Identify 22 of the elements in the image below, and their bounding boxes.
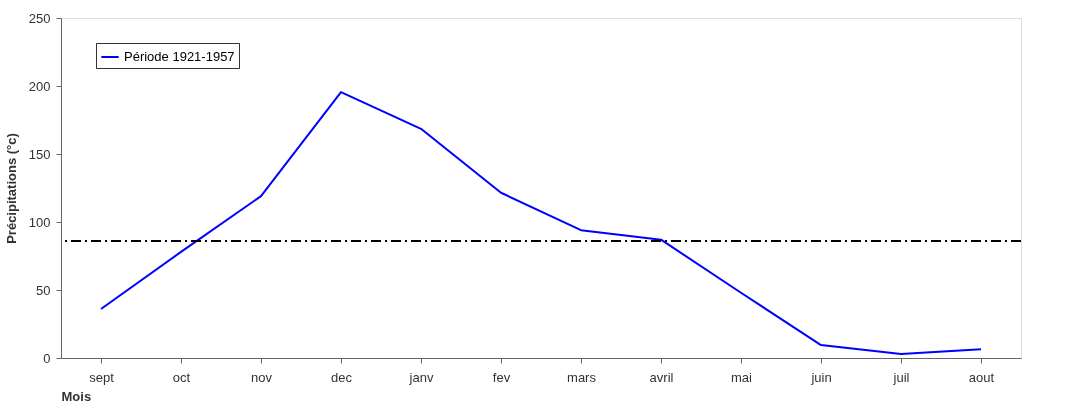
x-tick-label: juin — [810, 369, 832, 385]
x-axis-title: Mois — [61, 388, 92, 404]
legend-label: Période 1921-1957 — [124, 49, 235, 64]
y-tick-label: 150 — [28, 146, 51, 162]
x-tick-label: nov — [251, 369, 273, 385]
x-tick-label: janv — [408, 369, 434, 385]
y-tick-label: 0 — [43, 350, 51, 366]
x-tick-label: oct — [172, 369, 191, 385]
y-tick-label: 200 — [28, 78, 51, 94]
x-tick-label: juil — [892, 369, 910, 385]
x-tick-label: sept — [89, 369, 115, 385]
x-tick-label: avril — [649, 369, 674, 385]
y-tick-label: 100 — [28, 214, 51, 230]
x-tick-label: dec — [331, 369, 353, 385]
x-tick-label: mai — [731, 369, 753, 385]
line-series — [100, 91, 982, 355]
y-tick-label: 50 — [36, 282, 51, 298]
y-tick-label: 250 — [28, 10, 51, 26]
x-tick-label: mars — [567, 369, 597, 385]
y-axis-title: Précipitations (°c) — [3, 133, 19, 244]
x-tick-label: aout — [968, 369, 995, 385]
x-tick-label: fev — [492, 369, 511, 385]
